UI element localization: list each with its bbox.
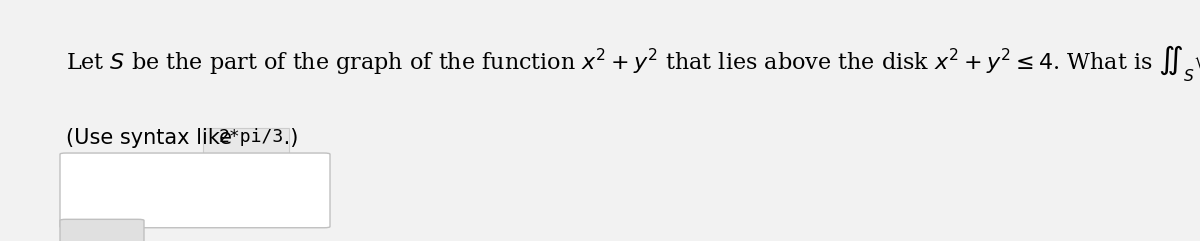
Text: Let $S$ be the part of the graph of the function $x^2 + y^2$ that lies above the: Let $S$ be the part of the graph of the … [66, 43, 1200, 84]
FancyBboxPatch shape [60, 153, 330, 228]
FancyBboxPatch shape [203, 128, 288, 166]
Text: (Use syntax like: (Use syntax like [66, 128, 239, 148]
FancyBboxPatch shape [60, 219, 144, 241]
Text: 2*pi/3: 2*pi/3 [220, 128, 284, 146]
Text: .): .) [276, 128, 298, 148]
